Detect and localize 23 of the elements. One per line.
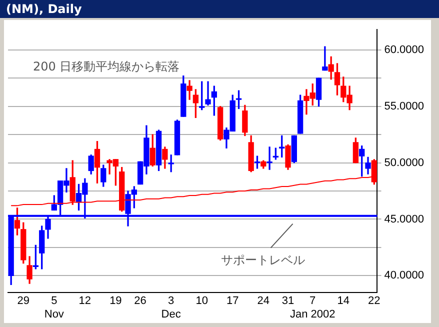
y-tick-label: 40.0000 — [384, 270, 424, 282]
x-tick-label: 19 — [110, 295, 122, 308]
x-tick-label: 12 — [78, 295, 92, 308]
candlestick — [266, 146, 272, 170]
chart-title: (NM), Daily — [0, 0, 439, 18]
y-tick-label: 45.0000 — [384, 213, 424, 226]
annotation: 200 日移動平均線から転落 — [33, 60, 180, 74]
candlestick — [322, 46, 328, 71]
x-tick-label: 3 Dec — [161, 295, 182, 320]
x-tick-label: 22 — [368, 295, 380, 308]
x-tick-label: 14 — [337, 295, 350, 308]
x-tick-label: 26 — [134, 295, 146, 308]
x-tick-label: 17 — [226, 295, 239, 308]
x-tick-label: 29 — [17, 295, 30, 308]
candlestick — [205, 81, 211, 106]
y-tick-label: 60.0000 — [384, 44, 424, 56]
y-tick-label: 55.0000 — [384, 100, 424, 112]
x-tick-label: 10 — [196, 295, 208, 308]
x-tick-label: 24 — [257, 295, 270, 308]
ref-line-label: サポートレベル — [220, 252, 305, 267]
x-tick-label: 31 — [282, 295, 294, 308]
y-tick-label: 50.0000 — [384, 156, 424, 169]
x-tick-label: 5 Nov — [44, 295, 64, 320]
